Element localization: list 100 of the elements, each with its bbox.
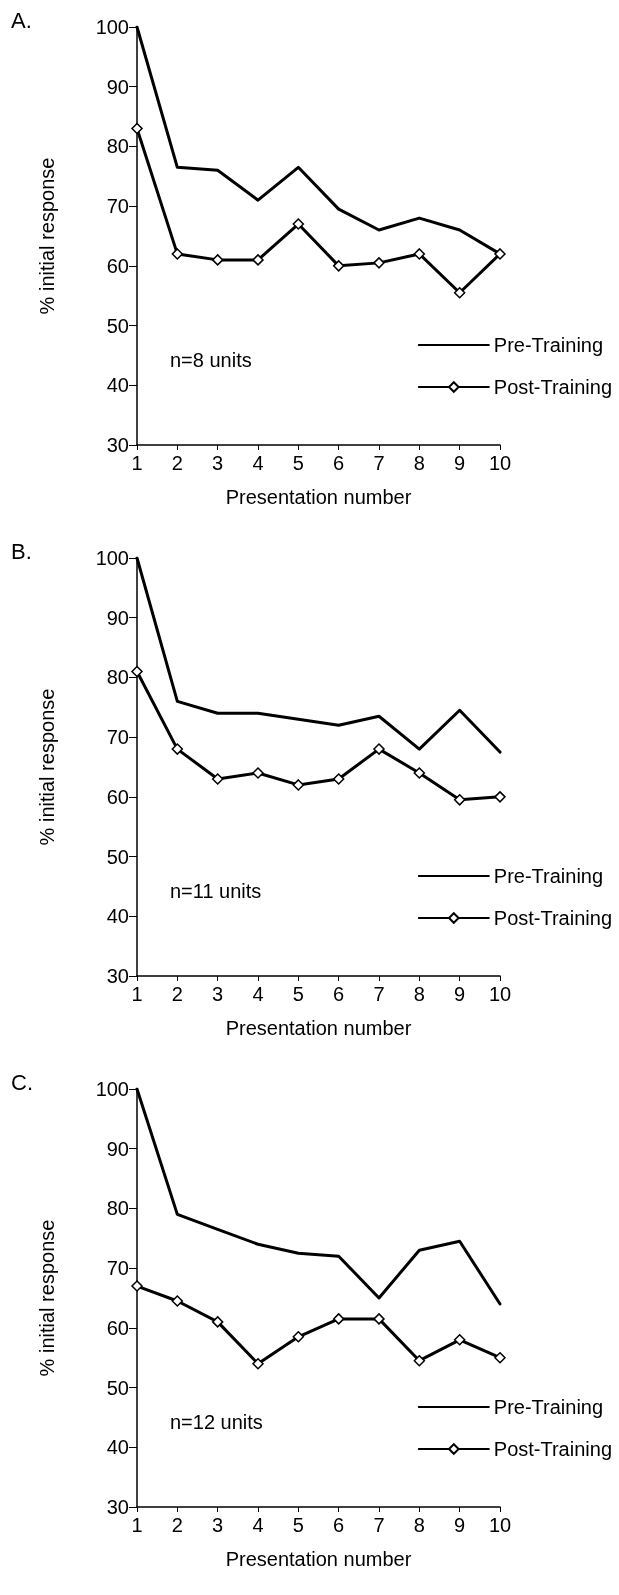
x-axis-title: Presentation number [225,486,412,508]
x-tick-label: 10 [488,452,512,474]
x-tick-label: 8 [413,452,425,474]
x-tick-label: 3 [212,1514,224,1536]
x-tick-label: 10 [488,983,512,1005]
point [373,743,385,755]
point [252,1357,264,1370]
y-tick-label: 90 [106,1137,129,1160]
x-tick-label: 6 [333,452,345,474]
x-tick-label: 9 [454,452,466,474]
annotation: n=12 units [170,1411,263,1433]
x-tick-label: 2 [171,983,183,1005]
x-axis-title: Presentation number [225,1017,412,1039]
y-tick-label: 60 [106,1316,129,1339]
y-tick-label: 50 [106,314,129,337]
point [332,773,345,785]
y-tick-label: 100 [95,16,129,38]
point [332,1313,345,1325]
y-axis-title: % initial response [36,157,58,315]
x-tick-label: 5 [292,452,304,474]
y-tick-label: 50 [106,1376,129,1399]
x-tick-label: 7 [373,983,385,1005]
y-tick-label: 60 [106,254,129,277]
y-axis-title: % initial response [36,1219,58,1377]
y-tick-label: 80 [106,1197,129,1220]
point [413,248,426,260]
x-tick-label: 4 [252,983,264,1005]
y-tick-label: 80 [106,666,129,689]
point [494,791,506,803]
legend-label: Pre-Training [493,865,604,887]
x-axis-title: Presentation number [225,1548,412,1570]
legend-label: Pre-Training [493,1396,604,1418]
x-tick-label: 5 [292,983,304,1005]
x-tick-label: 4 [252,1514,264,1536]
x-tick-label: 7 [373,452,385,474]
x-tick-label: 1 [131,983,143,1005]
legend-label: Post-Training [493,907,613,929]
point [453,1334,466,1346]
y-tick-label: 40 [106,374,129,397]
point [453,286,466,299]
x-tick-label: 2 [171,452,183,474]
x-tick-label: 9 [454,1514,466,1536]
y-tick-label: 60 [106,785,129,808]
point [413,767,426,779]
point [131,122,143,135]
x-tick-label: 7 [373,1514,385,1536]
x-tick-label: 2 [171,1514,183,1536]
point [494,1351,506,1364]
legend-label: Pre-Training [493,334,604,356]
y-tick-label: 90 [106,606,129,629]
point [453,794,466,806]
point [171,743,184,755]
point [171,1295,184,1307]
x-tick-label: 4 [252,452,264,474]
y-tick-label: 90 [106,75,129,98]
point [292,779,305,791]
annotation: n=8 units [170,349,252,371]
point [292,1331,305,1343]
legend-label: Post-Training [493,1438,613,1460]
annotation: n=11 units [170,880,262,902]
x-tick-label: 3 [212,452,224,474]
chart-title: A. [11,7,32,33]
point [131,1280,143,1292]
y-tick-label: 30 [106,434,129,456]
x-tick-label: 3 [212,983,224,1005]
y-tick-label: 100 [95,1078,129,1100]
x-tick-label: 6 [333,983,345,1005]
y-tick-label: 40 [106,1436,129,1459]
point [252,767,264,779]
x-tick-label: 5 [292,1514,304,1536]
y-tick-label: 50 [106,845,129,868]
y-tick-label: 70 [106,1257,129,1280]
chart-title: C. [11,1069,33,1095]
point [211,1316,224,1328]
x-tick-label: 1 [131,452,143,474]
point [332,260,345,272]
point [413,1354,426,1367]
y-tick-label: 30 [106,965,129,987]
x-tick-label: 6 [333,1514,345,1536]
x-tick-label: 8 [413,1514,425,1536]
x-tick-label: 1 [131,1514,143,1536]
y-tick-label: 30 [106,1496,129,1518]
point [211,773,224,785]
point [171,248,184,260]
legend-label: Post-Training [493,376,613,398]
y-tick-label: 70 [106,726,129,749]
chart-title: B. [11,538,32,564]
y-tick-label: 40 [106,905,129,928]
point [373,1313,385,1325]
point [373,257,385,269]
y-tick-label: 100 [95,547,129,569]
point [494,248,506,260]
x-tick-label: 10 [488,1514,512,1536]
y-tick-label: 80 [106,135,129,158]
y-axis-title: % initial response [36,688,58,846]
x-tick-label: 8 [413,983,425,1005]
x-tick-label: 9 [454,983,466,1005]
point [292,218,305,230]
point [131,665,143,678]
point [211,254,224,266]
